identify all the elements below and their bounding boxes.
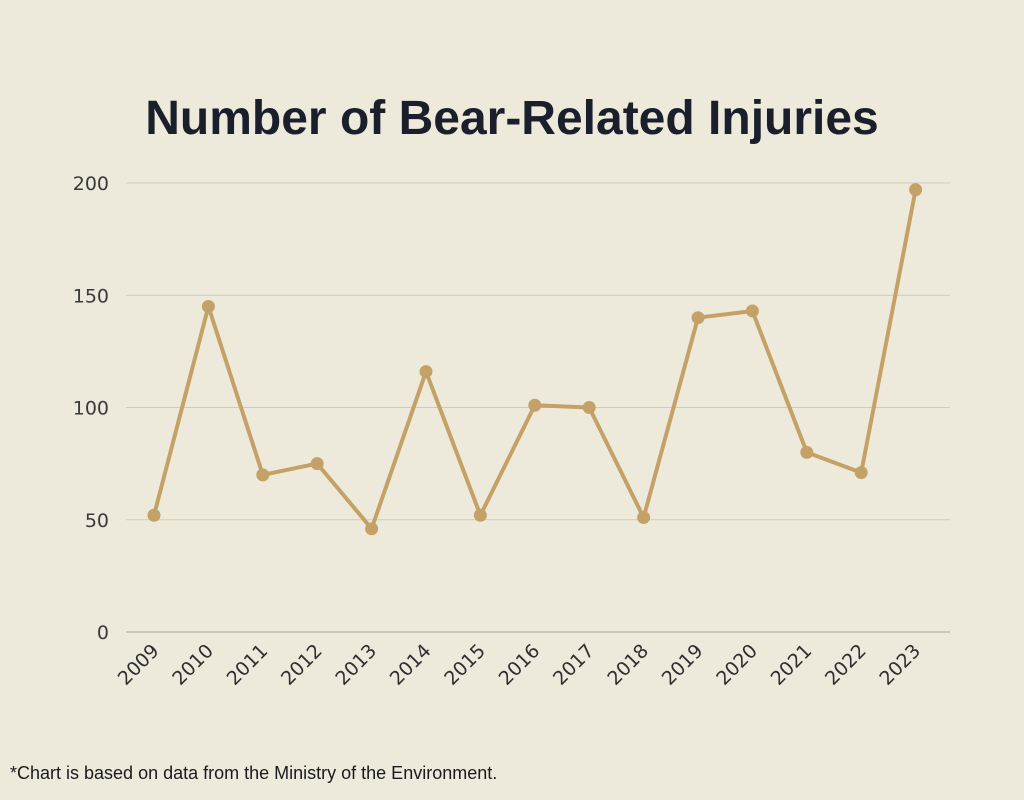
data-point-2019 (691, 311, 705, 325)
source-footnote: *Chart is based on data from the Ministr… (10, 763, 498, 783)
x-tick-label: 2019 (658, 640, 708, 690)
data-point-2018 (637, 511, 651, 525)
x-tick-label: 2017 (549, 640, 599, 690)
data-points (147, 183, 923, 536)
y-tick-label: 0 (97, 622, 109, 644)
x-tick-label: 2022 (821, 640, 871, 690)
x-tick-label: 2012 (277, 640, 327, 690)
data-point-2017 (582, 401, 596, 414)
y-tick-label: 150 (73, 285, 109, 307)
x-tick-label: 2016 (495, 640, 545, 690)
data-point-2013 (365, 522, 379, 536)
data-point-2012 (310, 457, 324, 471)
y-tick-label: 50 (85, 510, 109, 532)
x-tick-label: 2013 (331, 640, 381, 690)
data-point-2010 (201, 299, 215, 313)
x-tick-label: 2015 (440, 640, 490, 690)
x-tick-label: 2020 (712, 640, 762, 690)
data-point-2020 (745, 304, 759, 318)
x-tick-label: 2011 (223, 640, 273, 690)
data-point-2011 (256, 468, 270, 482)
x-tick-label: 2021 (767, 640, 817, 690)
data-point-2014 (419, 365, 433, 379)
data-point-2009 (147, 508, 161, 522)
x-axis-ticks: 2009 2010 2011 2012 2013 2014 2015 2016 2017 2018… (114, 640, 925, 690)
x-tick-label: 2014 (386, 640, 436, 690)
x-tick-label: 2010 (168, 640, 218, 690)
chart-title: Number of Bear-Related Injuries (145, 92, 879, 145)
x-tick-label: 2018 (603, 640, 653, 690)
data-point-2016 (528, 398, 542, 412)
y-axis-ticks: 0 50 100 150 200 (73, 173, 109, 644)
x-tick-label: 2023 (875, 640, 925, 690)
y-tick-label: 100 (73, 398, 109, 420)
data-point-2015 (473, 508, 487, 522)
data-point-2021 (800, 445, 814, 459)
x-tick-label: 2009 (114, 640, 164, 690)
y-tick-label: 200 (73, 173, 109, 195)
data-point-2023 (909, 183, 923, 197)
data-point-2022 (854, 466, 868, 480)
